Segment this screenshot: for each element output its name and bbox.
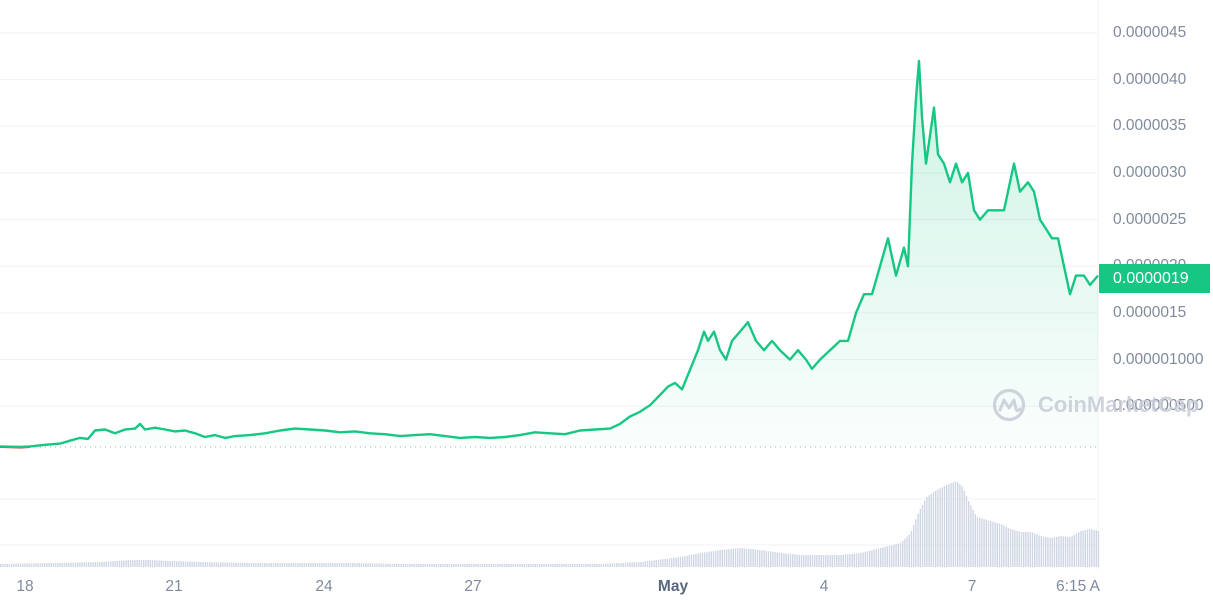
x-axis-tick-label: 4: [819, 578, 829, 595]
x-axis-tick-label: 6:15 A: [1056, 578, 1100, 595]
x-axis-tick-label: 24: [315, 578, 333, 595]
y-axis-tick-label: 0.0000025: [1113, 210, 1187, 228]
volume-bars: [0, 481, 1100, 568]
price-area-fill: [0, 61, 1098, 447]
x-axis-tick-label: 27: [464, 578, 482, 595]
price-line: [0, 59, 1099, 449]
y-axis-tick-label: 0.0000040: [1113, 70, 1187, 88]
y-axis-tick-label: 0.000000500: [1113, 397, 1204, 415]
y-axis-tick-label: 0.0000015: [1113, 303, 1187, 321]
current-price-badge: 0.0000019: [1099, 264, 1210, 293]
grid-lines: [0, 32, 1098, 546]
watermark: CoinMarketCap: [992, 388, 1199, 422]
x-axis-tick-label: 7: [967, 578, 977, 595]
y-axis-tick-label: 0.000001000: [1113, 350, 1204, 368]
watermark-text: CoinMarketCap: [1038, 392, 1200, 417]
x-axis-tick-label: May: [657, 578, 689, 595]
y-axis-tick-label: 0.0000030: [1113, 163, 1187, 181]
y-axis-tick-label: 0.0000035: [1113, 117, 1187, 135]
coinmarketcap-logo-icon: [992, 388, 1026, 422]
x-axis-tick-label: 21: [165, 578, 183, 595]
x-axis-tick-label: 18: [16, 578, 34, 595]
y-axis-tick-label: 0.0000045: [1113, 24, 1187, 41]
